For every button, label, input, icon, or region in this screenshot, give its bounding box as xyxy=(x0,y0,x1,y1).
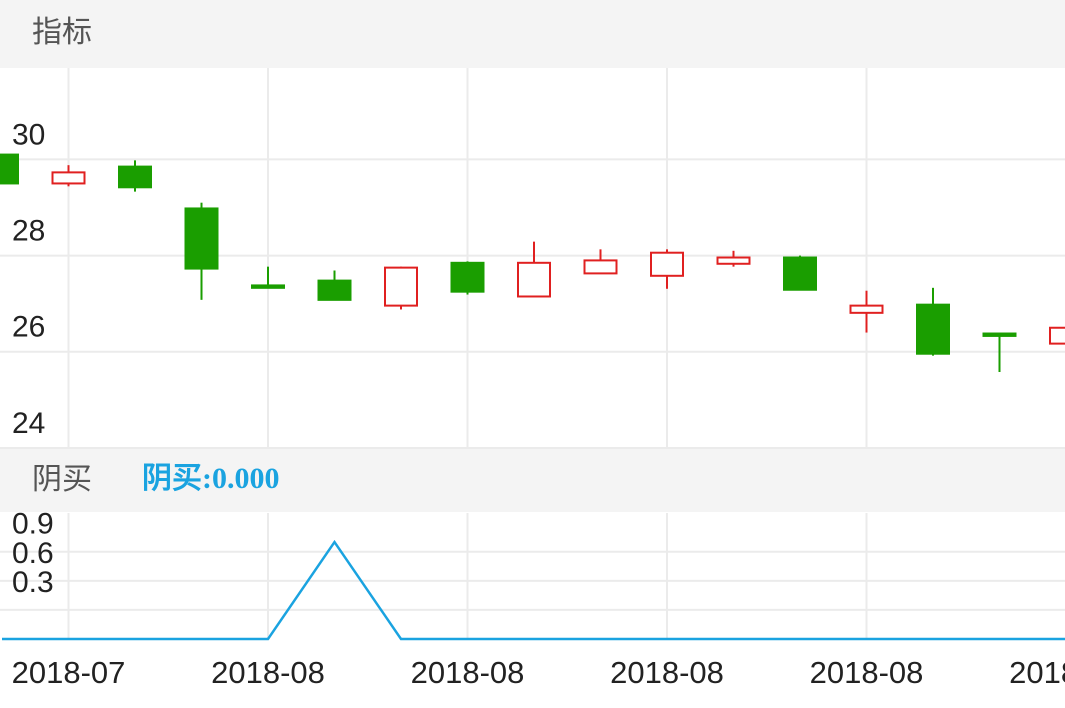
candle-body xyxy=(0,153,19,185)
y-tick-label: 30 xyxy=(12,118,45,151)
legend: 阴买:0.000 xyxy=(142,462,280,495)
candle-body xyxy=(982,332,1017,337)
header-bar xyxy=(0,0,1065,68)
candle-body xyxy=(783,256,817,291)
candle-body xyxy=(1049,326,1065,345)
candle-body xyxy=(916,303,950,355)
candle-body xyxy=(716,256,751,265)
sub-title: 阴买 xyxy=(32,463,92,496)
candle-body xyxy=(650,251,684,277)
x-tick-label: 2018-08 xyxy=(1009,655,1065,690)
candle-body xyxy=(317,279,352,301)
y-tick-label: 26 xyxy=(12,311,45,344)
line-series xyxy=(2,539,1065,641)
candle-body xyxy=(450,261,485,293)
candle-body xyxy=(517,261,551,298)
sub-header-bar xyxy=(0,448,1065,512)
candle-body xyxy=(384,266,418,307)
x-tick-label: 2018-08 xyxy=(810,655,924,690)
x-tick-label: 2018-07 xyxy=(12,655,126,690)
candle-body xyxy=(51,171,86,185)
candle-body xyxy=(251,284,285,289)
y-tick-label: 0.3 xyxy=(12,566,54,599)
header-title: 指标 xyxy=(32,16,92,49)
x-tick-label: 2018-08 xyxy=(411,655,525,690)
candle-body xyxy=(849,304,884,314)
x-tick-label: 2018-08 xyxy=(610,655,724,690)
candle-body xyxy=(184,207,219,270)
y-tick-label: 0.6 xyxy=(12,537,54,570)
x-tick-label: 2018-08 xyxy=(211,655,325,690)
y-tick-label: 24 xyxy=(12,407,45,440)
candle-body xyxy=(118,165,152,189)
y-tick-label: 28 xyxy=(12,215,45,248)
candle-body xyxy=(583,259,618,275)
y-tick-label: 0.9 xyxy=(12,508,54,541)
